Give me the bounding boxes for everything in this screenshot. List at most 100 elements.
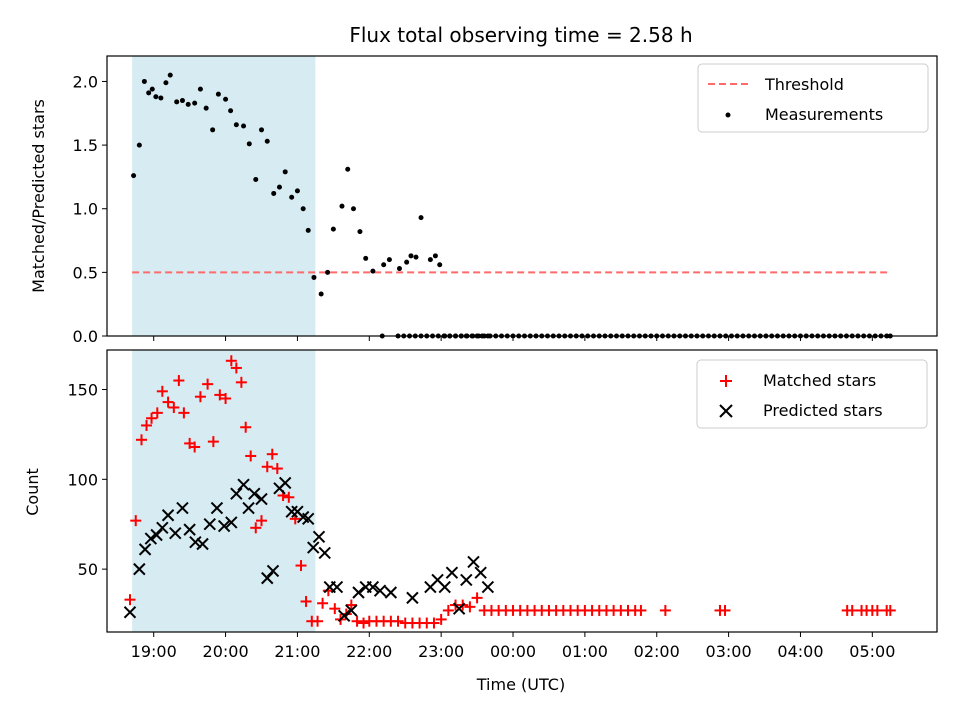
matched-star-point: [435, 613, 447, 625]
legend-measurements-swatch: [725, 112, 731, 118]
matched-star-point: [202, 378, 214, 390]
x-diag-b: [460, 573, 473, 587]
matched-star-point: [207, 436, 219, 448]
legend-predicted-swatch: [719, 404, 733, 418]
matched-star-point: [235, 376, 247, 388]
bottom-xtick-label: 22:00: [346, 642, 392, 661]
x-diag-b: [248, 487, 261, 500]
x-diag-b: [438, 580, 451, 594]
predicted-star-point: [261, 571, 274, 585]
matched-star-point: [135, 434, 147, 446]
matched-star-point: [283, 491, 295, 503]
x-diag-b: [196, 537, 209, 551]
matched-star-point: [156, 385, 168, 397]
measurement-point: [136, 142, 142, 148]
x-diag-b: [217, 519, 231, 533]
measurement-point: [253, 176, 259, 182]
matched-star-point: [230, 362, 242, 374]
measurement-point: [432, 253, 438, 259]
x-diag-b: [384, 586, 398, 599]
measurement-point: [381, 262, 387, 268]
measurement-point: [192, 100, 198, 106]
predicted-star-point: [312, 530, 326, 544]
bottom-legend: Matched stars Predicted stars: [696, 359, 928, 429]
bottom-xtick-label: 02:00: [634, 642, 680, 661]
predicted-star-point: [345, 604, 358, 617]
x-diag-b: [291, 505, 304, 518]
predicted-star-point: [474, 566, 487, 579]
x-diag-b: [373, 584, 387, 597]
bottom-yticks: 50 100 150: [67, 381, 107, 579]
matched-star-point: [471, 592, 483, 604]
matched-star-point: [240, 421, 252, 433]
matched-star-point: [295, 560, 307, 572]
top-ytick-label: 1.0: [73, 200, 98, 219]
matched-star-point: [220, 392, 232, 404]
matched-star-point: [271, 463, 283, 475]
matched-star-point: [261, 461, 273, 473]
predicted-star-point: [266, 564, 280, 578]
bottom-shaded-span: [132, 350, 316, 632]
predicted-star-point: [225, 516, 238, 529]
measurement-point: [325, 269, 331, 275]
x-diag-b: [176, 501, 189, 515]
matched-star-point: [214, 389, 226, 401]
bottom-xtick-label: 05:00: [849, 642, 895, 661]
measurement-point: [318, 291, 324, 297]
top-shaded-span: [132, 56, 316, 336]
x-diag-b: [431, 573, 444, 587]
bottom-xtick-label: 21:00: [274, 642, 320, 661]
top-legend: Threshold Measurements: [697, 63, 929, 133]
matched-star-point: [266, 448, 278, 460]
predicted-star-point: [438, 580, 451, 594]
measurement-point: [241, 123, 247, 129]
bottom-ylabel: Count: [23, 468, 42, 516]
predicted-star-point: [352, 586, 365, 599]
matched-star-point: [358, 617, 370, 629]
matched-star-point: [351, 615, 363, 627]
measurement-point: [131, 173, 137, 179]
x-diag-b: [225, 516, 238, 529]
predicted-star-point: [176, 501, 189, 515]
matched-star-point: [442, 604, 454, 616]
matched-star-point: [428, 617, 440, 629]
measurement-point: [386, 257, 392, 263]
x-diag-b: [318, 546, 331, 560]
x-diag-b: [133, 562, 146, 576]
bottom-xtick-label: 20:00: [203, 642, 249, 661]
x-diag-b: [123, 606, 137, 619]
matched-star-point: [124, 594, 136, 606]
matched-star-point: [871, 604, 883, 616]
matched-star-point: [300, 595, 312, 607]
top-yticks: 0.0 0.5 1.0 1.5 2.0: [73, 72, 107, 346]
predicted-star-point: [189, 535, 202, 549]
bottom-panel: 50 100 150 19:00 20:00 21:00 22:00 23:00 00:00 0…: [23, 349, 938, 694]
predicted-star-point: [156, 521, 169, 535]
matched-star-point: [846, 604, 858, 616]
measurement-point: [345, 166, 351, 172]
measurement-point: [413, 254, 419, 260]
x-diag-b: [481, 580, 495, 594]
x-diag-b: [203, 518, 216, 531]
predicted-star-point: [307, 541, 320, 554]
predicted-star-point: [210, 501, 224, 515]
measurement-point: [370, 268, 376, 274]
predicted-star-point: [384, 586, 398, 599]
measurement-point: [264, 138, 270, 144]
measurement-point: [174, 99, 180, 105]
predicted-star-point: [196, 537, 209, 551]
matched-star-point: [189, 441, 201, 453]
x-diag-b: [189, 535, 202, 549]
matched-star-point: [141, 419, 153, 431]
top-ylabel: Matched/Predicted stars: [29, 99, 48, 293]
predicted-star-point: [318, 546, 331, 560]
x-diag-b: [161, 509, 175, 522]
measurement-point: [396, 266, 402, 272]
predicted-star-point: [217, 519, 231, 533]
bottom-xtick-label: 19:00: [131, 642, 177, 661]
x-axis-label: Time (UTC): [476, 675, 565, 694]
bottom-legend-box: [696, 359, 928, 429]
bottom-axes-frame: [106, 349, 938, 633]
measurement-point: [259, 127, 265, 133]
predicted-star-point: [248, 487, 261, 500]
